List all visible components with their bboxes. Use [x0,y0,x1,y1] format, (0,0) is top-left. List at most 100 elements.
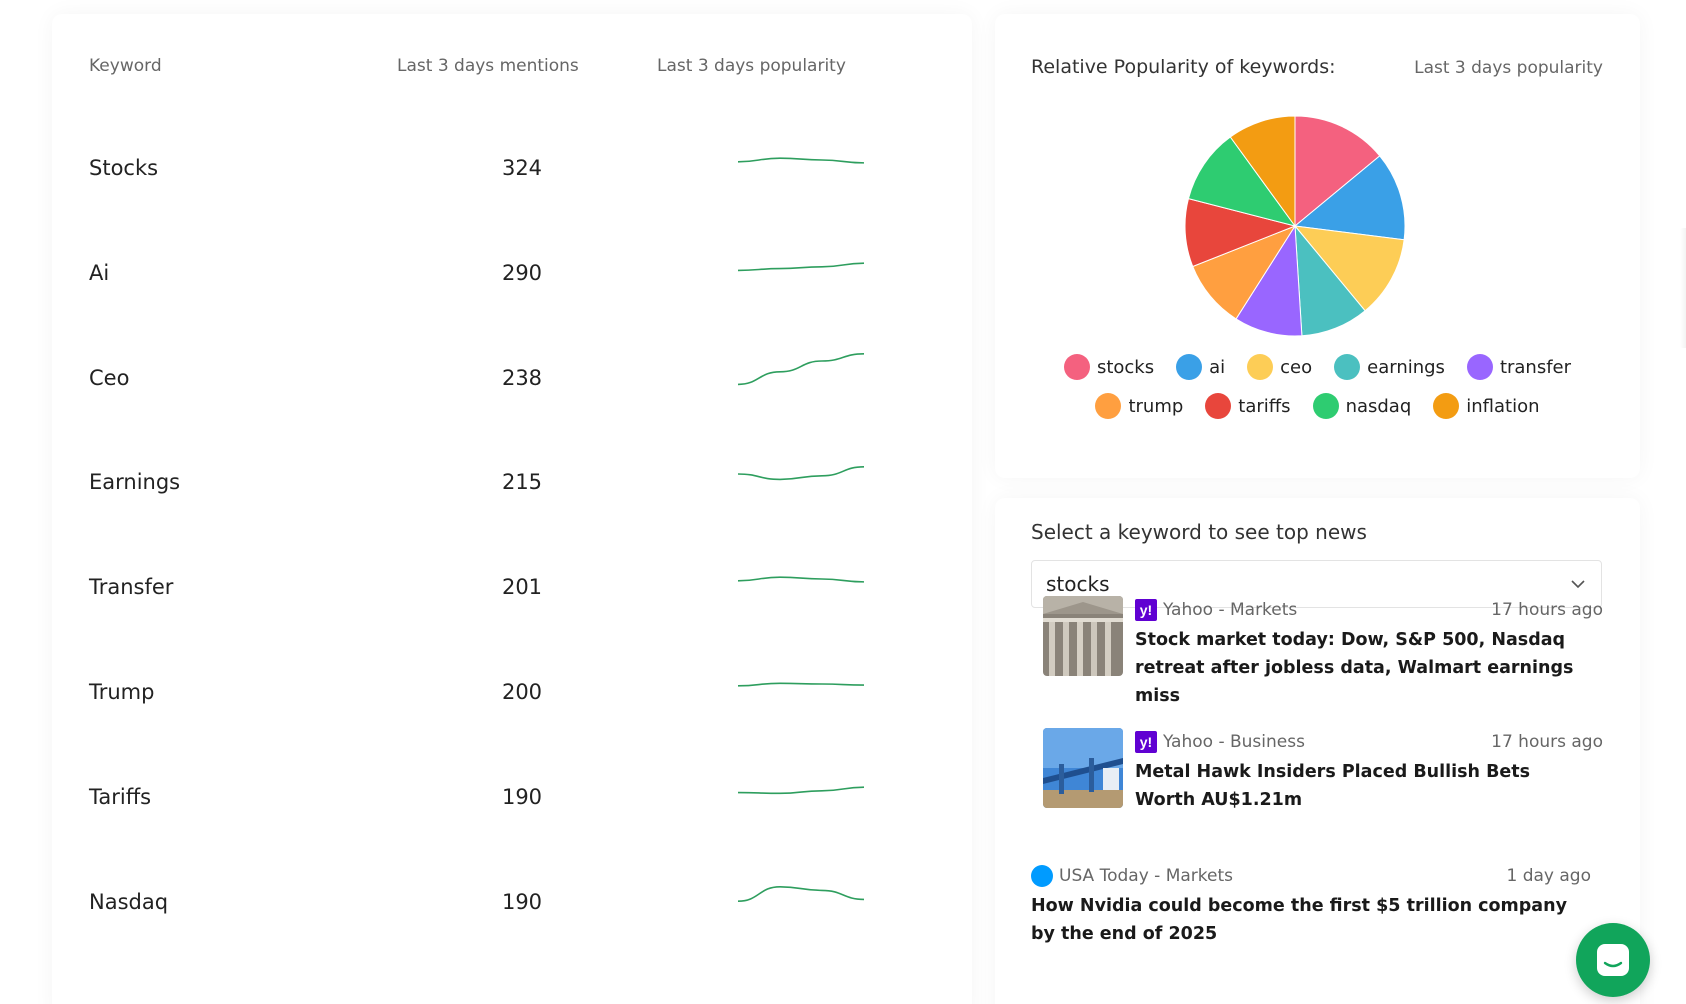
pie-slice-ai[interactable] [1293,155,1406,241]
legend-swatch [1247,354,1274,380]
header-mentions: Last 3 days mentions [397,56,579,76]
legend-swatch [1433,393,1460,419]
pie-subtitle: Last 3 days popularity [1414,58,1603,78]
popularity-sparkline [737,157,865,164]
news-source: Yahoo - Markets [1163,600,1298,620]
header-keyword: Keyword [89,56,162,76]
keyword-mentions: 190 [501,889,543,914]
keyword-name: Earnings [89,470,181,495]
keyword-name: Trump [89,680,155,704]
legend-item-inflation[interactable]: inflation [1433,393,1540,419]
legend-swatch [1063,354,1090,380]
legend-item-trump[interactable]: trump [1095,393,1183,419]
pie-slice-ceo[interactable] [1293,225,1405,312]
keyword-mentions: 290 [501,260,543,285]
news-section-title: Select a keyword to see top news [1031,520,1367,544]
news-headline[interactable]: Metal Hawk Insiders Placed Bullish Bets … [1135,762,1531,810]
legend-item-earnings[interactable]: earnings [1334,354,1445,380]
legend-label: nasdaq [1345,395,1412,417]
sparkline-line [737,885,865,902]
news-time: 17 hours ago [1491,732,1603,752]
pie-slice-stocks[interactable] [1294,115,1381,228]
table-row[interactable]: Ceo 238 [52,330,972,442]
chat-button[interactable] [1576,923,1650,997]
keyword-mentions: 201 [501,575,543,600]
legend-item-tariffs[interactable]: tariffs [1205,393,1291,419]
legend-swatch [1205,393,1232,419]
news-item[interactable]: y! Yahoo - Business 17 hours ago Metal H… [1043,728,1603,828]
keyword-mentions: 190 [501,784,543,809]
keyword-table-card: Keyword Last 3 days mentions Last 3 days… [52,14,972,1004]
sparkline-line [737,262,865,271]
keyword-mentions: 215 [501,470,543,495]
chevron-down-icon [1571,580,1585,589]
table-row[interactable]: Transfer 201 [52,539,972,651]
chat-icon [1597,944,1629,976]
legend-label: inflation [1466,395,1540,417]
popularity-sparkline [737,352,865,385]
legend-item-ai[interactable]: ai [1176,354,1225,380]
pie-slice-nasdaq[interactable] [1187,136,1297,227]
news-headline[interactable]: Stock market today: Dow, S&P 500, Nasdaq… [1135,630,1574,706]
legend-label: tariffs [1238,395,1291,417]
pie-chart-card: Relative Popularity of keywords: Last 3 … [995,14,1640,478]
table-row[interactable]: Stocks 324 [52,120,972,232]
popularity-sparkline [737,786,865,794]
news-thumbnail [1043,728,1123,808]
keyword-mentions: 200 [501,680,543,704]
keyword-name: Ceo [89,365,130,390]
keyword-mentions: 238 [501,365,543,390]
sparkline-line [737,352,865,385]
news-time: 1 day ago [1506,866,1591,886]
pie-slice-inflation[interactable] [1229,115,1296,228]
popularity-sparkline [737,885,865,902]
keyword-select[interactable]: stocks [1031,560,1602,608]
legend-item-ceo[interactable]: ceo [1247,354,1312,380]
news-item[interactable]: USA Today - Markets 1 day ago How Nvidia… [1031,862,1603,962]
legend-label: trump [1128,395,1184,417]
keyword-mentions: 324 [501,156,543,180]
yahoo-logo-icon: y! [1135,599,1157,621]
side-drawer-handle[interactable] [1680,228,1686,348]
legend-swatch [1466,354,1493,380]
popularity-sparkline [737,682,865,687]
sparkline-line [737,576,865,583]
table-row[interactable]: Trump 200 [52,644,972,756]
legend-swatch [1095,393,1122,419]
keyword-name: Transfer [89,575,174,600]
legend-swatch [1176,354,1203,380]
legend-swatch [1334,354,1361,380]
table-row[interactable]: Nasdaq 190 [52,854,972,966]
news-source: USA Today - Markets [1059,866,1233,886]
legend-item-stocks[interactable]: stocks [1063,354,1155,380]
legend-label: transfer [1499,356,1572,378]
popularity-sparkline [737,262,865,271]
pie-title: Relative Popularity of keywords: [1031,56,1336,78]
legend-label: stocks [1096,356,1155,378]
table-row[interactable]: Tariffs 190 [52,749,972,861]
news-headline[interactable]: How Nvidia could become the first $5 tri… [1031,896,1567,944]
news-time: 17 hours ago [1491,600,1603,620]
news-thumbnail [1043,596,1123,676]
header-popularity: Last 3 days popularity [657,56,846,76]
sparkline-line [737,157,865,164]
keyword-select-value: stocks [1046,572,1110,596]
sparkline-line [737,682,865,687]
table-row[interactable]: Earnings 215 [52,434,972,546]
keyword-name: Tariffs [89,784,152,809]
news-source: Yahoo - Business [1163,732,1305,752]
legend-swatch [1312,393,1339,419]
popularity-sparkline [737,576,865,583]
legend-label: ai [1209,356,1226,378]
pie-chart [1184,115,1406,337]
keyword-name: Nasdaq [89,889,169,914]
keyword-name: Stocks [89,156,159,180]
table-row[interactable]: Ai 290 [52,225,972,337]
legend-item-nasdaq[interactable]: nasdaq [1312,393,1412,419]
keyword-name: Ai [89,260,110,285]
usa-today-logo-icon [1031,865,1053,887]
legend-item-transfer[interactable]: transfer [1466,354,1572,380]
sparkline-line [737,466,865,481]
legend-label: ceo [1280,356,1313,378]
news-item[interactable]: y! Yahoo - Markets 17 hours ago Stock ma… [1043,596,1603,706]
